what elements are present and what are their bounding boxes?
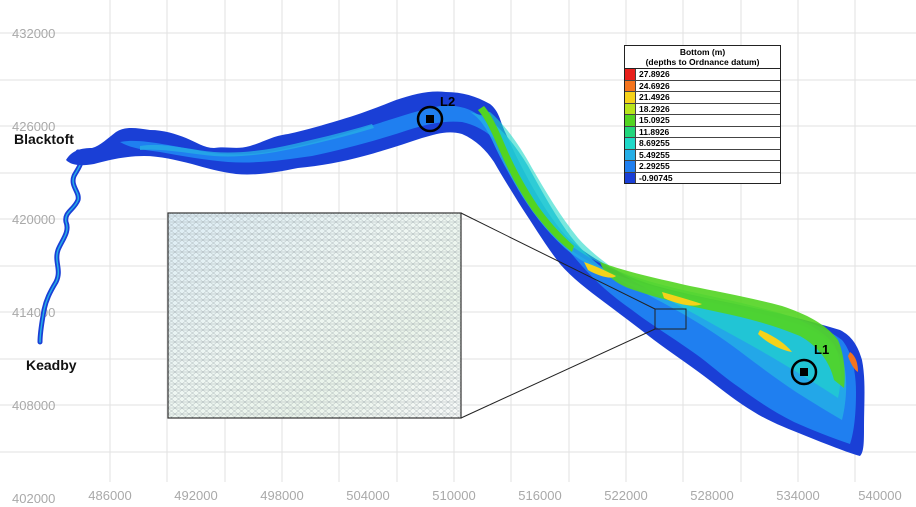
legend-value: 24.6926 <box>639 80 670 91</box>
legend-value: 21.4926 <box>639 92 670 103</box>
mesh-zoom-inset <box>167 212 462 419</box>
x-tick: 504000 <box>346 488 389 503</box>
y-tick: 426000 <box>12 119 55 134</box>
estuary-deep <box>66 91 865 457</box>
legend-value: 8.69255 <box>639 138 670 149</box>
depth-legend: Bottom (m) (depths to Ordnance datum) 27… <box>624 45 781 184</box>
legend-item: 24.6926 <box>625 80 780 92</box>
estuary-green-band <box>478 106 574 252</box>
legend-title: Bottom (m) (depths to Ordnance datum) <box>625 46 780 69</box>
legend-item: 15.0925 <box>625 115 780 127</box>
x-tick: 534000 <box>776 488 819 503</box>
legend-title-line1: Bottom (m) <box>679 47 726 57</box>
legend-swatch <box>625 138 636 149</box>
legend-item: 2.29255 <box>625 161 780 173</box>
legend-swatch <box>625 149 636 160</box>
legend-value: -0.90745 <box>639 172 673 183</box>
x-tick: 492000 <box>174 488 217 503</box>
estuary-upper-channel <box>140 124 374 157</box>
legend-swatch <box>625 115 636 126</box>
y-tick: 420000 <box>12 212 55 227</box>
legend-value: 18.2926 <box>639 103 670 114</box>
legend-item: 21.4926 <box>625 92 780 104</box>
legend-swatch <box>625 103 636 114</box>
place-label-keadby: Keadby <box>26 357 77 373</box>
y-tick: 414000 <box>12 305 55 320</box>
estuary-yellow-patch <box>584 262 792 352</box>
legend-item: 5.49255 <box>625 149 780 161</box>
x-tick: 516000 <box>518 488 561 503</box>
x-tick: 510000 <box>432 488 475 503</box>
estuary-shallow <box>120 105 856 444</box>
x-tick: 498000 <box>260 488 303 503</box>
y-tick: 402000 <box>12 491 55 506</box>
legend-swatch <box>625 69 636 80</box>
legend-swatch <box>625 126 636 137</box>
legend-swatch <box>625 92 636 103</box>
place-label-blacktoft: Blacktoft <box>14 131 74 147</box>
x-tick: 540000 <box>858 488 901 503</box>
estuary-cyan <box>478 110 841 398</box>
legend-item: 11.8926 <box>625 126 780 138</box>
legend-item: 27.8926 <box>625 69 780 81</box>
legend-swatch <box>625 172 636 183</box>
station-l2-label: L2 <box>440 94 455 109</box>
legend-item: 8.69255 <box>625 138 780 150</box>
zoom-connectors <box>460 212 687 419</box>
legend-swatch <box>625 161 636 172</box>
station-l2-marker: L2 <box>416 94 455 133</box>
river-tributary <box>37 149 84 345</box>
station-l1-label: L1 <box>814 342 829 357</box>
legend-value: 11.8926 <box>639 126 670 137</box>
legend-value: 2.29255 <box>639 161 670 172</box>
estuary-orange-edge <box>848 352 858 372</box>
y-tick: 432000 <box>12 26 55 41</box>
station-l1-marker: L1 <box>790 342 829 386</box>
legend-value: 5.49255 <box>639 149 670 160</box>
x-tick: 522000 <box>604 488 647 503</box>
legend-value: 27.8926 <box>639 69 670 80</box>
y-tick: 408000 <box>12 398 55 413</box>
legend-item: -0.90745 <box>625 172 780 183</box>
legend-rows: 27.8926 24.6926 21.4926 18.2926 15.0925 11.89… <box>625 69 780 183</box>
estuary-green-lower <box>600 262 845 388</box>
x-axis-ticks: 486000 492000 498000 504000 510000 51600… <box>88 488 901 503</box>
x-tick: 528000 <box>690 488 733 503</box>
legend-value: 15.0925 <box>639 115 670 126</box>
legend-swatch <box>625 80 636 91</box>
legend-title-line2: (depths to Ordnance datum) <box>645 57 760 67</box>
x-tick: 486000 <box>88 488 131 503</box>
zoom-region-box <box>654 308 687 330</box>
estuary-body <box>66 91 865 457</box>
legend-item: 18.2926 <box>625 103 780 115</box>
